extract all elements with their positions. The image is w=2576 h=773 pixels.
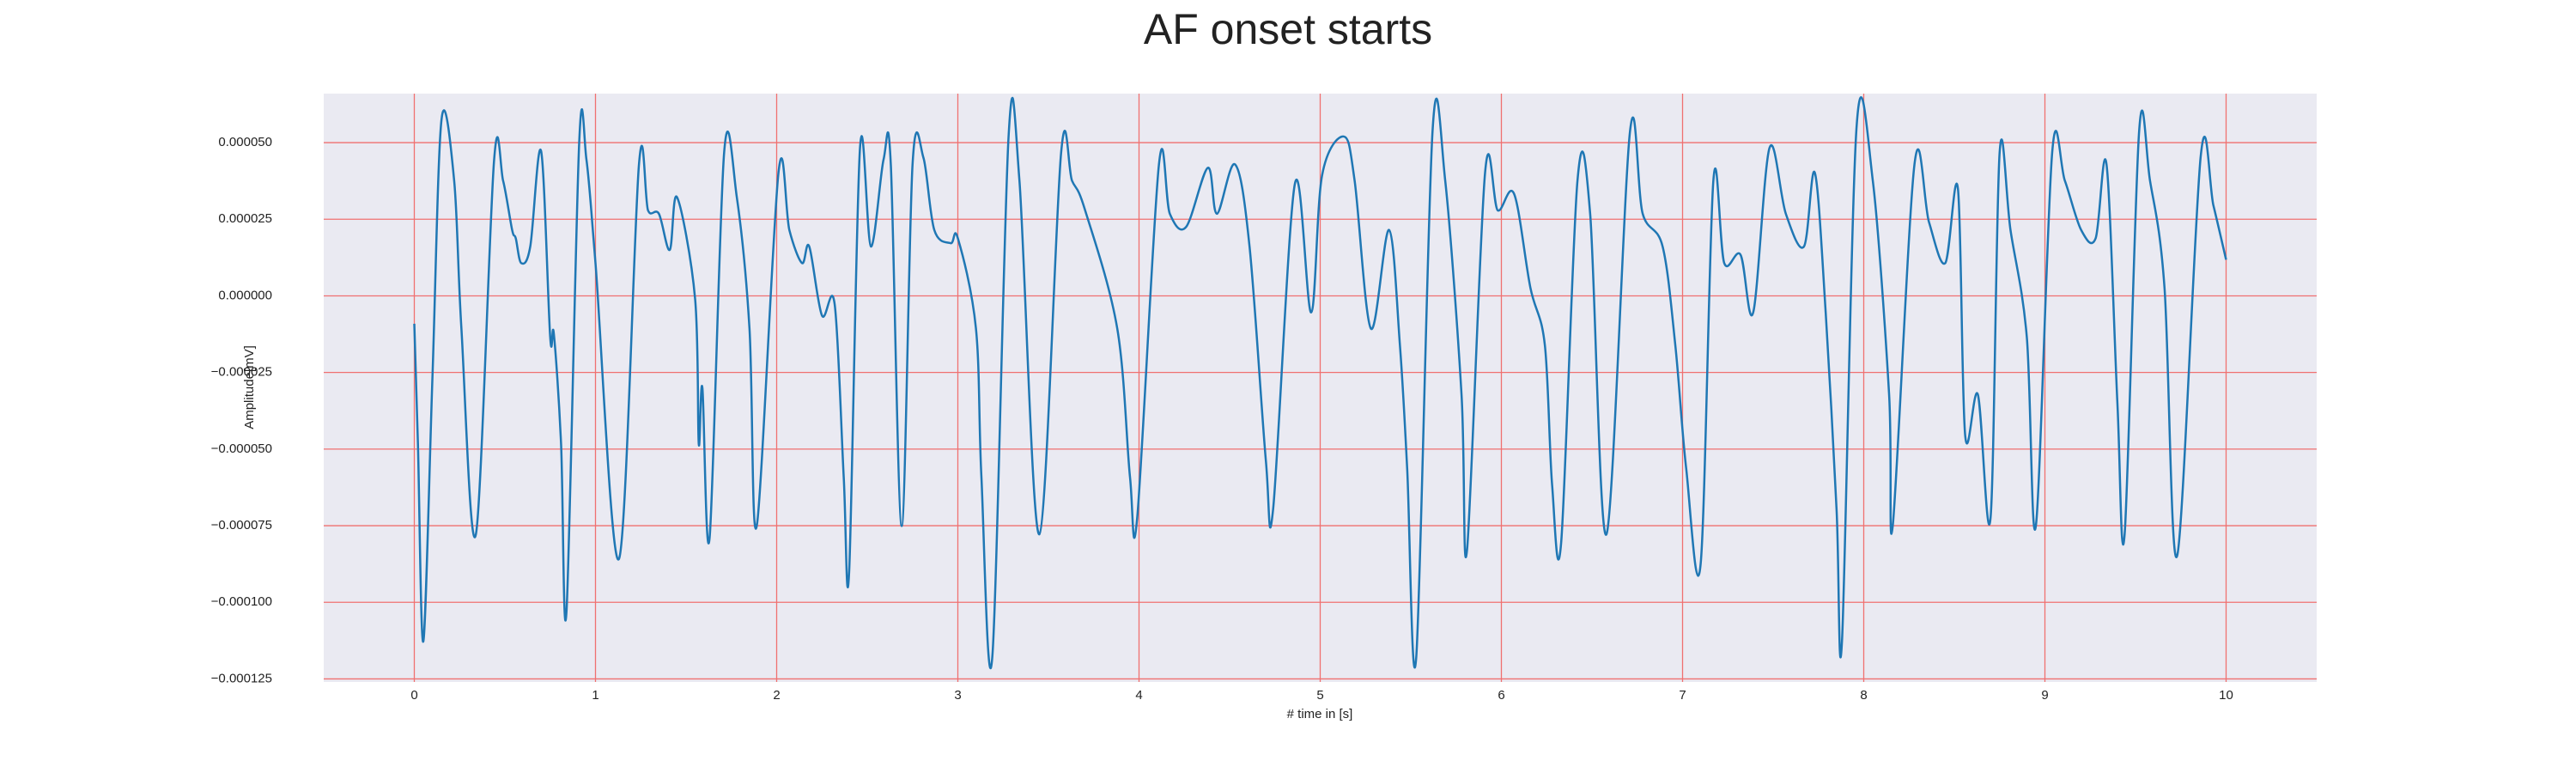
y-tick-label: −0.000025 (211, 365, 272, 380)
x-tick-label: 9 (2041, 688, 2048, 703)
x-tick-label: 0 (410, 688, 417, 703)
x-tick-label: 6 (1498, 688, 1504, 703)
y-tick-label: −0.000100 (211, 594, 272, 609)
x-tick-label: 8 (1860, 688, 1867, 703)
line-series (413, 96, 2227, 669)
y-axis-label: Amplitude[mV] (242, 345, 257, 429)
x-tick-label: 7 (1679, 688, 1686, 703)
x-tick-label: 2 (773, 688, 780, 703)
x-axis-label: # time in [s] (1287, 707, 1353, 721)
y-tick-label: −0.000125 (211, 671, 272, 685)
x-tick-label: 4 (1135, 688, 1142, 703)
y-tick-label: −0.000050 (211, 441, 272, 456)
x-tick-label: 3 (954, 688, 961, 703)
x-tick-label: 10 (2219, 688, 2233, 703)
y-tick-label: 0.000050 (218, 135, 272, 149)
y-tick-label: 0.000025 (218, 211, 272, 226)
y-tick-label: 0.000000 (218, 288, 272, 302)
chart-title: AF onset starts (1144, 5, 1432, 53)
y-tick-label: −0.000075 (211, 518, 272, 533)
x-tick-label: 1 (592, 688, 598, 703)
x-tick-label: 5 (1316, 688, 1323, 703)
